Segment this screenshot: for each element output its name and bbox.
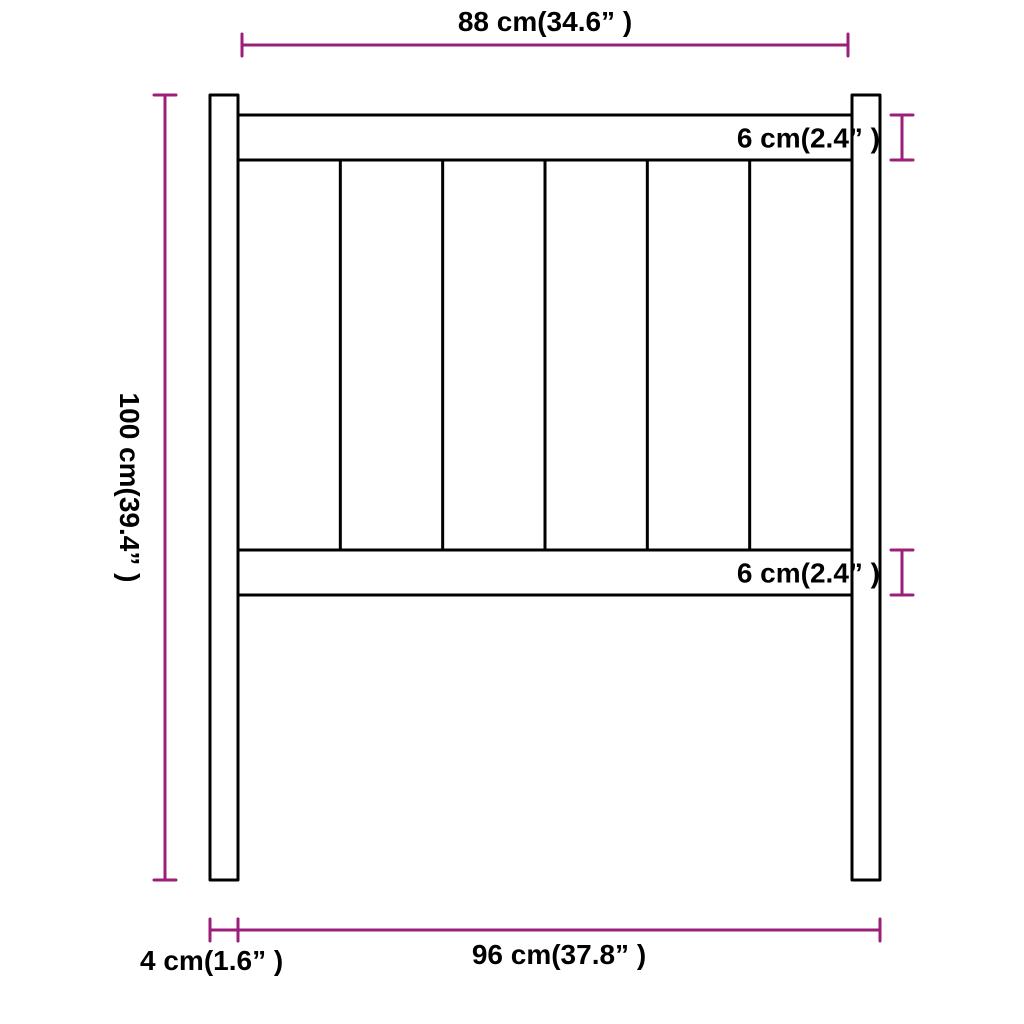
dimension-label: 100 cm(39.4” ) [114, 393, 145, 583]
dimension-label: 6 cm(2.4” ) [737, 558, 880, 589]
headboard-outline [210, 95, 880, 880]
dimension-v [154, 95, 176, 880]
dimension-v [891, 115, 913, 160]
dimension-label: 6 cm(2.4” ) [737, 123, 880, 154]
dimension-v [891, 550, 913, 595]
dimension-h [210, 919, 238, 941]
dimension-label: 88 cm(34.6” ) [458, 6, 632, 37]
dimension-h [242, 34, 848, 56]
dimension-label: 4 cm(1.6” ) [140, 945, 283, 976]
dimension-h [238, 919, 880, 941]
dimension-label: 96 cm(37.8” ) [472, 939, 646, 970]
